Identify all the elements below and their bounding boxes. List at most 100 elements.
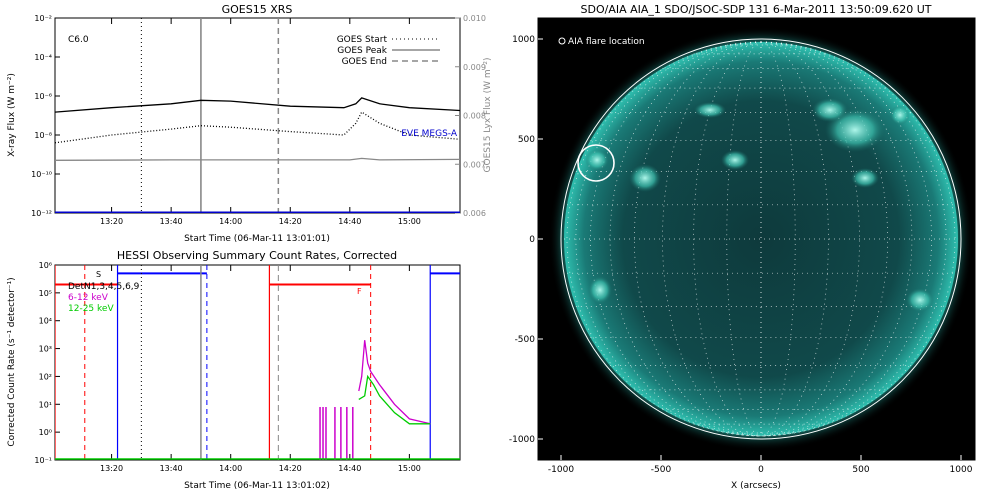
hessi-ytick-label: 10³	[39, 345, 52, 354]
x-tick-label: 14:40	[338, 217, 361, 226]
goes-series-long-channel	[55, 97, 460, 113]
goes-legend-end: GOES End	[342, 57, 387, 67]
longitude-line	[760, 41, 796, 437]
active-region	[585, 149, 609, 171]
hessi-ytick-label: 10⁰	[39, 428, 52, 437]
goes-y2tick-label: 0.009	[463, 63, 486, 72]
hessi-y-axis: 10⁶ 10⁵ 10⁴ 10³ 10² 10¹ 10⁰ 10⁻¹	[34, 261, 60, 465]
x-tick-label: 15:00	[398, 217, 421, 226]
hessi-title: HESSI Observing Summary Count Rates, Cor…	[117, 249, 397, 262]
goes-eve-label: EVE MEGS-A	[401, 129, 458, 139]
goes-series-goes15-lyx-flux	[55, 157, 460, 161]
active-region	[812, 98, 848, 122]
longitude-line	[760, 41, 829, 437]
x-tick-label: 13:40	[160, 464, 183, 473]
x-tick-label: 13:40	[160, 217, 183, 226]
aia-ytick-label: -1000	[509, 435, 535, 445]
hessi-panel: HESSI Observing Summary Count Rates, Cor…	[7, 249, 461, 491]
goes-ytick-label: 10⁻⁴	[34, 53, 52, 62]
hessi-flag-s: S	[96, 270, 101, 279]
hessi-series-6-12-keV	[358, 340, 431, 425]
aia-x-axis: -1000 -500 0 500 1000	[548, 455, 973, 475]
hessi-data-marks	[55, 265, 460, 460]
goes-y2tick-label: 0.007	[463, 160, 486, 169]
goes-legend-peak: GOES Peak	[337, 46, 387, 56]
goes-ytick-label: 10⁻¹²	[31, 209, 52, 218]
aia-xtick-label: 500	[852, 465, 869, 475]
aia-y-axis: 1000 500 0 -500 -1000	[509, 35, 543, 445]
active-region	[890, 105, 910, 125]
aia-xtick-label: -1000	[548, 465, 574, 475]
hessi-legend-high: 12-25 keV	[68, 304, 114, 314]
limb-circle	[560, 38, 962, 440]
goes-ylabel: X-ray Flux (W m⁻²)	[7, 73, 17, 157]
active-region	[851, 168, 879, 188]
hessi-x-axis: 13:20 13:40 14:00 14:20 14:40 15:00	[100, 265, 421, 473]
goes-ytick-label: 10⁻¹⁰	[31, 170, 52, 179]
goes-y2tick-label: 0.010	[463, 14, 486, 23]
goes-ytick-label: 10⁻²	[34, 14, 52, 23]
goes-data-marks	[55, 18, 460, 213]
longitude-line	[726, 41, 762, 437]
aia-xtick-label: 1000	[950, 465, 973, 475]
x-tick-label: 13:20	[100, 217, 123, 226]
goes-y2tick-label: 0.008	[463, 112, 486, 121]
aia-xtick-label: 0	[758, 465, 764, 475]
goes-ytick-label: 10⁻⁸	[34, 131, 52, 140]
active-region	[906, 288, 934, 312]
solar-disk	[564, 42, 958, 436]
longitude-line	[760, 41, 947, 437]
aia-panel: SDO/AIA AIA_1 SDO/JSOC-SDP 131 6-Mar-201…	[509, 3, 976, 491]
x-tick-label: 13:20	[100, 464, 123, 473]
active-region	[588, 276, 612, 304]
goes-xlabel: Start Time (06-Mar-11 13:01:01)	[184, 234, 330, 244]
goes-x-axis: 13:20 13:40 14:00 14:20 14:40 15:00	[100, 18, 421, 226]
goes-class-label: C6.0	[68, 35, 89, 45]
goes-plot-frame	[54, 17, 461, 214]
hessi-series-12-25-keV	[358, 374, 431, 425]
hessi-ytick-label: 10⁶	[39, 261, 52, 270]
x-tick-label: 15:00	[398, 464, 421, 473]
longitude-line	[575, 41, 762, 437]
x-tick-label: 14:20	[279, 217, 302, 226]
aia-title: SDO/AIA AIA_1 SDO/JSOC-SDP 131 6-Mar-201…	[581, 3, 932, 16]
active-region	[694, 102, 726, 118]
hessi-ytick-label: 10⁻¹	[34, 456, 52, 465]
goes-panel: GOES15 XRS X-ray Flux (W m⁻²) GOES15 Lyx…	[7, 3, 493, 244]
goes-legend: GOES Start GOES Peak GOES End	[337, 35, 440, 67]
flare-legend-symbol	[558, 37, 566, 45]
goes-y2label: GOES15 Lyx Flux (W m⁻²)	[483, 58, 493, 173]
aia-xlabel: X (arcsecs)	[731, 481, 781, 491]
heliographic-grid	[564, 41, 958, 437]
hessi-ytick-label: 10¹	[39, 400, 52, 409]
goes-ytick-label: 10⁻⁶	[34, 92, 52, 101]
x-tick-label: 14:00	[219, 464, 242, 473]
aia-ytick-label: -500	[515, 335, 536, 345]
aia-ytick-label: 0	[529, 235, 535, 245]
hessi-flag-f: F	[357, 287, 362, 296]
flare-location-marker	[577, 144, 615, 182]
hessi-legend: DetN1,3,4,5,6,9 6-12 keV 12-25 keV	[68, 282, 140, 314]
goes-title: GOES15 XRS	[222, 3, 293, 16]
aia-flare-label: AIA flare location	[568, 37, 645, 47]
x-tick-label: 14:00	[219, 217, 242, 226]
x-tick-label: 14:40	[338, 464, 361, 473]
hessi-ylabel: Corrected Count Rate (s⁻¹ detector⁻¹)	[7, 277, 17, 446]
active-region	[629, 164, 661, 192]
aia-xtick-label: -500	[651, 465, 672, 475]
hessi-plot-frame	[54, 264, 461, 461]
hessi-ytick-label: 10⁴	[39, 317, 52, 326]
active-region	[721, 150, 749, 170]
hessi-ytick-label: 10²	[39, 372, 52, 381]
longitude-line	[693, 41, 762, 437]
goes-legend-start: GOES Start	[337, 35, 388, 45]
hessi-xlabel: Start Time (06-Mar-11 13:01:02)	[184, 481, 330, 491]
hessi-ytick-label: 10⁵	[39, 289, 52, 298]
goes-series-short-channel	[55, 111, 460, 144]
aia-ytick-label: 1000	[512, 35, 535, 45]
aia-ytick-label: 500	[518, 135, 535, 145]
active-regions	[585, 98, 934, 312]
goes-y-axis: 10⁻² 10⁻⁴ 10⁻⁶ 10⁻⁸ 10⁻¹⁰ 10⁻¹²	[31, 14, 60, 218]
hessi-legend-low: 6-12 keV	[68, 293, 109, 303]
x-tick-label: 14:20	[279, 464, 302, 473]
